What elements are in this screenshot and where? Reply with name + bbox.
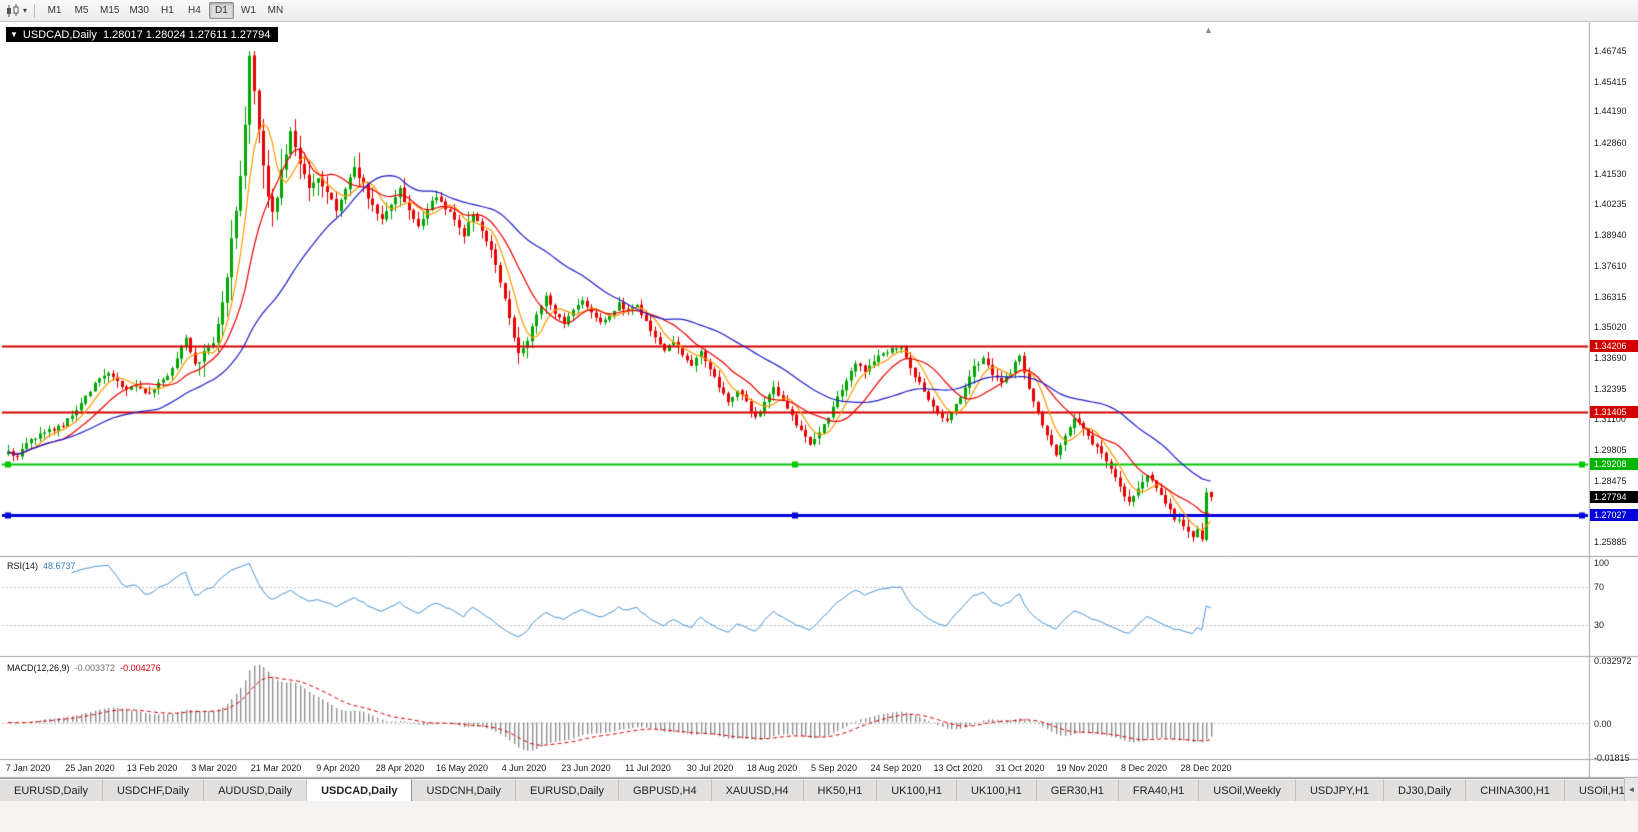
date-label: 13 Feb 2020 (126, 763, 178, 773)
chart-type-icon[interactable] (4, 2, 22, 20)
tab-scroll-left-icon[interactable]: ◄ (1624, 778, 1638, 801)
timeframe-button-mn[interactable]: MN (267, 5, 284, 16)
macd-level-label: -0.01815 (1594, 752, 1630, 763)
chart-tabs-bar: EURUSD,Daily USDCHF,Daily AUDUSD,Daily USDC… (0, 778, 1638, 801)
price-axis[interactable]: 1.46745 1.45415 1.44190 1.42860 1.41530 1.402… (1590, 22, 1638, 777)
tab-usdcnh-daily[interactable]: USDCNH,Daily (412, 779, 517, 801)
timeframe-buttons: M1 M5 M15 M30 H1 H4 D1 W1 MN (42, 2, 288, 19)
price-tick-label: 1.44190 (1594, 106, 1627, 117)
tab-xauusd-h4[interactable]: XAUUSD,H4 (711, 779, 804, 801)
macd-indicator-label: MACD(12,26,9) -0.003372 -0.004276 (7, 663, 161, 673)
rsi-level-label: 100 (1594, 558, 1610, 568)
date-label: 13 Oct 2020 (933, 763, 983, 773)
price-tick-label: 1.41530 (1594, 168, 1627, 179)
macd-level-label: 0.00 (1594, 718, 1612, 729)
macd-value: -0.003372 (74, 663, 116, 673)
price-tick-label: 1.36315 (1594, 291, 1627, 302)
status-bar (0, 801, 1638, 832)
timeframe-button-m5[interactable]: M5 (74, 5, 89, 16)
price-tick-label: 1.37610 (1594, 261, 1627, 272)
timeframe-button-m30[interactable]: M30 (129, 5, 149, 16)
timeframe-button-m15[interactable]: M15 (100, 5, 120, 16)
date-label: 31 Oct 2020 (995, 763, 1045, 773)
price-tick-label: 1.35020 (1594, 322, 1627, 333)
date-label: 23 Jun 2020 (561, 763, 611, 773)
tab-ger30-h1[interactable]: GER30,H1 (1036, 779, 1119, 801)
tab-uk100-h1[interactable]: UK100,H1 (956, 779, 1037, 801)
price-tick-label: 1.31100 (1594, 414, 1626, 425)
timeframe-button-d1[interactable]: D1 (208, 2, 234, 19)
macd-name: MACD(12,26,9) (7, 663, 70, 673)
timeframe-button-h4[interactable]: H4 (188, 5, 201, 16)
tab-usdchf-daily[interactable]: USDCHF,Daily (102, 779, 205, 801)
date-label: 11 Jul 2020 (625, 763, 671, 773)
tab-china300-h1[interactable]: CHINA300,H1 (1466, 779, 1565, 801)
date-label: 4 Jun 2020 (501, 763, 547, 773)
tab-gbpusd-h4[interactable]: GBPUSD,H4 (619, 779, 712, 801)
rsi-indicator-label: RSI(14) 48.6737 (7, 561, 76, 571)
date-label: 9 Apr 2020 (316, 763, 360, 773)
date-label: 18 Aug 2020 (746, 763, 798, 773)
timeframe-button-h1[interactable]: H1 (161, 5, 174, 16)
candlestick-icon (7, 3, 19, 17)
rsi-level-label: 30 (1594, 619, 1605, 630)
price-tick-label: 1.42860 (1594, 137, 1627, 148)
resistance-line-price-label: 1.31405 (1590, 406, 1638, 419)
tab-uk100-h1[interactable]: UK100,H1 (877, 779, 957, 801)
date-label: 5 Sep 2020 (810, 763, 858, 773)
tab-fra40-h1[interactable]: FRA40,H1 (1118, 779, 1200, 801)
tab-eurusd-daily[interactable]: EURUSD,Daily (516, 779, 619, 801)
chart-title-text: USDCAD,Daily 1.28017 1.28024 1.27611 1.2… (22, 28, 271, 41)
macd-level-label: 0.032972 (1594, 656, 1632, 667)
chart-type-dropdown-icon[interactable]: ▾ (23, 6, 28, 15)
price-tick-label: 1.38940 (1594, 229, 1627, 240)
price-tick-label: 1.45415 (1594, 77, 1627, 88)
chart-title: ▼ USDCAD,Daily 1.28017 1.28024 1.27611 1… (6, 27, 279, 42)
rsi-level-label: 70 (1594, 582, 1605, 593)
chart-shift-icon: ▲ (1204, 25, 1213, 35)
tab-dj30-daily[interactable]: DJ30,Daily (1384, 779, 1467, 801)
date-label: 3 Mar 2020 (191, 763, 237, 773)
price-tick-label: 1.28475 (1594, 476, 1627, 487)
tab-audusd-daily[interactable]: AUDUSD,Daily (204, 779, 308, 801)
rsi-name: RSI(14) (7, 561, 39, 571)
chart-collapse-icon[interactable]: ▼ (10, 30, 18, 39)
rsi-value: 48.6737 (43, 561, 76, 571)
resistance-line-price-label: 1.34206 (1590, 340, 1638, 353)
date-label: 19 Nov 2020 (1056, 763, 1108, 773)
price-tick-label: 1.33690 (1594, 353, 1627, 364)
macd-signal-value: -0.004276 (120, 663, 161, 673)
price-tick-label: 1.25885 (1594, 537, 1627, 548)
toolbar-separator (34, 3, 36, 18)
tab-hk50-h1[interactable]: HK50,H1 (803, 779, 878, 801)
price-tick-label: 1.29805 (1594, 444, 1627, 455)
price-tick-label: 1.40235 (1594, 199, 1627, 210)
date-label: 24 Sep 2020 (870, 763, 922, 773)
timeframe-button-w1[interactable]: W1 (240, 5, 256, 16)
current-price-price-label: 1.27794 (1590, 491, 1638, 504)
support-line-price-label: 1.27027 (1590, 509, 1638, 522)
date-axis[interactable]: 7 Jan 2020 25 Jan 2020 13 Feb 2020 3 Mar 20… (0, 761, 1590, 777)
tab-eurusd-daily[interactable]: EURUSD,Daily (0, 779, 103, 801)
date-label: 30 Jul 2020 (686, 763, 734, 773)
price-tick-label: 1.32395 (1594, 383, 1627, 394)
date-label: 21 Mar 2020 (250, 763, 302, 773)
date-label: 28 Apr 2020 (375, 763, 425, 773)
tab-usdjpy-h1[interactable]: USDJPY,H1 (1295, 779, 1385, 801)
tab-usoil-weekly[interactable]: USOil,Weekly (1199, 779, 1296, 801)
toolbar: ▾ M1 M5 M15 M30 H1 H4 D1 W1 MN (0, 0, 1638, 22)
price-tick-label: 1.46745 (1594, 46, 1627, 57)
support-line-price-label: 1.29208 (1590, 457, 1638, 470)
date-label: 25 Jan 2020 (65, 763, 115, 773)
tab-usoil-h1[interactable]: USOil,H1 (1564, 779, 1638, 801)
date-label: 16 May 2020 (435, 763, 489, 773)
date-label: 8 Dec 2020 (1120, 763, 1168, 773)
tab-usdcad-daily[interactable]: USDCAD,Daily (307, 779, 413, 801)
date-label: 28 Dec 2020 (1180, 763, 1232, 773)
date-label: 7 Jan 2020 (5, 763, 51, 773)
timeframe-button-m1[interactable]: M1 (47, 5, 62, 16)
